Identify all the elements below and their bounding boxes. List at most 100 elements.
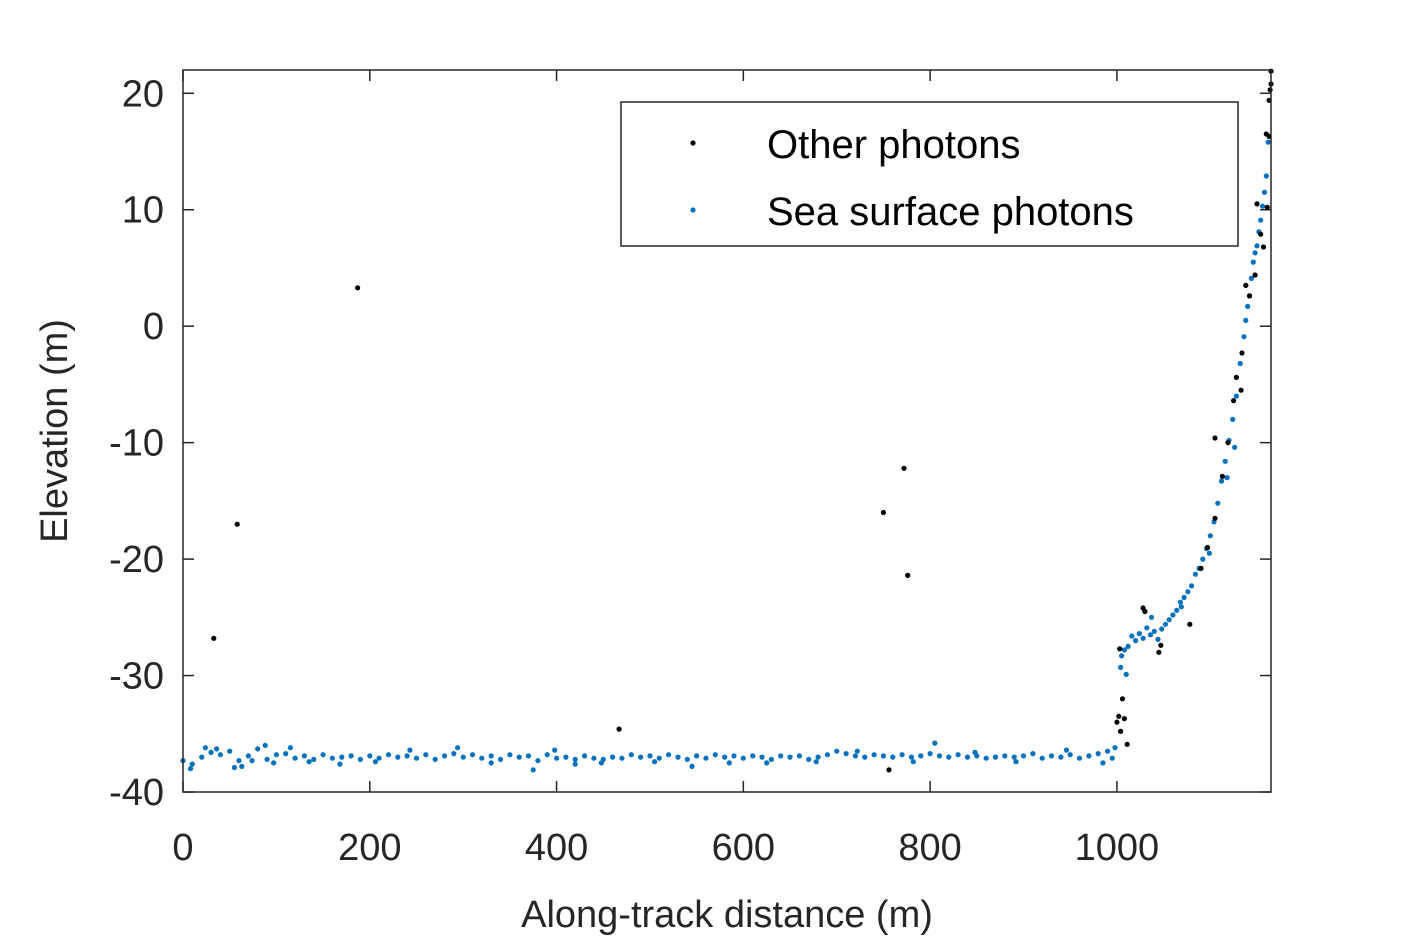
other-photon-point <box>1267 87 1273 93</box>
sea-surface-photon-point <box>227 748 233 754</box>
y-tick-label: 10 <box>122 190 164 232</box>
other-photon-point <box>1118 728 1124 735</box>
sea-surface-photon-point <box>239 763 245 770</box>
sea-surface-photon-point <box>1222 458 1228 464</box>
sea-surface-photon-point <box>927 751 933 757</box>
sea-surface-photon-point <box>306 759 312 765</box>
sea-surface-photon-point <box>1260 203 1266 209</box>
y-tick-label: -20 <box>109 539 164 581</box>
sea-surface-photon-point <box>647 753 653 759</box>
sea-surface-photon-point <box>740 755 746 761</box>
sea-surface-photon-point <box>806 756 812 763</box>
sea-surface-photon-point <box>871 752 877 758</box>
sea-surface-photon-point <box>712 752 718 758</box>
sea-surface-photon-point <box>1144 625 1150 631</box>
sea-surface-photon-point <box>1189 583 1195 589</box>
sea-surface-photon-point <box>918 753 924 759</box>
sea-surface-photon-point <box>1002 753 1008 759</box>
sea-surface-photon-point <box>1148 614 1155 620</box>
plot-box <box>182 69 1272 793</box>
sea-surface-photon-point <box>1140 635 1146 641</box>
sea-surface-photon-point <box>187 766 194 772</box>
sea-surface-photon-point <box>337 761 343 767</box>
x-tick-label: 0 <box>172 827 193 869</box>
sea-surface-photon-point <box>202 745 208 751</box>
sea-surface-photon-point <box>1030 751 1036 757</box>
sea-surface-photon-point <box>1020 753 1027 759</box>
sea-surface-photon-point <box>694 753 700 759</box>
sea-surface-photon-point <box>610 754 616 760</box>
y-tick-labels: -40 -30 -20 -10 0 10 20 <box>109 73 164 814</box>
sea-surface-photon-point <box>638 754 644 760</box>
sea-surface-photon-point <box>1151 628 1157 634</box>
sea-surface-photon-point <box>1129 633 1135 639</box>
sea-surface-photon-point <box>1076 755 1083 761</box>
sea-surface-photon-point <box>1133 638 1139 644</box>
other-photon-point <box>1198 565 1204 572</box>
sea-surface-photon-point <box>283 751 289 757</box>
data-points <box>180 68 1274 773</box>
sea-surface-photon-point <box>1174 607 1180 613</box>
sea-surface-photon-point <box>1200 556 1206 562</box>
sea-surface-photon-point <box>1123 671 1129 678</box>
other-photon-point <box>1225 440 1231 446</box>
sea-surface-photon-point <box>530 767 536 773</box>
sea-surface-photon-point <box>273 752 279 758</box>
x-axis-title: Along-track distance (m) <box>521 894 933 936</box>
sea-surface-photon-point <box>598 760 605 766</box>
sea-surface-photon-point <box>1192 571 1198 577</box>
sea-surface-photon-point <box>451 751 457 757</box>
x-tick-label: 800 <box>898 827 961 869</box>
sea-surface-photon-point <box>824 752 831 758</box>
sea-surface-photon-point <box>231 764 237 771</box>
sea-surface-photon-point <box>262 742 268 749</box>
sea-surface-photon-point <box>554 755 560 761</box>
sea-surface-photon-point <box>964 754 971 760</box>
sea-surface-photon-point <box>357 756 363 763</box>
sea-surface-photon-point <box>376 755 382 761</box>
other-photon-point <box>1158 642 1164 648</box>
sea-surface-photon-point <box>1218 478 1225 484</box>
other-photon-point <box>1212 435 1218 441</box>
sea-surface-photon-point <box>407 747 413 753</box>
sea-surface-photon-point <box>497 756 504 763</box>
sea-surface-photon-point <box>843 751 849 757</box>
sea-surface-photon-point <box>899 752 905 758</box>
sea-surface-photon-point <box>1112 745 1118 751</box>
sea-surface-photon-point <box>764 760 770 766</box>
sea-surface-photon-point <box>684 756 690 763</box>
sea-surface-photon-point <box>768 756 775 763</box>
other-photon-point <box>616 726 622 732</box>
other-photon-point <box>1204 544 1211 551</box>
sea-surface-photon-point <box>572 756 578 763</box>
sea-surface-photon-point <box>214 746 220 752</box>
other-photon-point <box>1212 515 1218 521</box>
sea-surface-photon-point <box>946 754 952 760</box>
other-photon-point <box>234 521 240 527</box>
sea-surface-photon-point <box>1118 664 1124 671</box>
sea-surface-photon-point <box>983 755 989 761</box>
sea-surface-photon-point <box>395 754 401 760</box>
sea-surface-photon-point <box>1181 594 1187 601</box>
other-photon-point <box>886 767 892 773</box>
sea-surface-photon-point <box>404 753 410 759</box>
sea-surface-photon-point <box>1241 334 1247 340</box>
other-photon-point <box>1187 621 1193 627</box>
sea-surface-photon-point <box>264 756 270 763</box>
sea-surface-photon-point <box>972 749 978 756</box>
sea-surface-photon-point <box>731 753 737 759</box>
sea-surface-photon-point <box>1207 533 1213 539</box>
x-tick-label: 200 <box>338 827 401 869</box>
x-tick-label: 400 <box>525 827 588 869</box>
sea-surface-photon-point <box>955 752 961 758</box>
other-photon-point <box>1219 473 1225 479</box>
sea-surface-photon-point <box>271 760 277 766</box>
tick-marks <box>182 70 1271 793</box>
other-photon-point <box>1114 719 1120 725</box>
y-tick-label: -30 <box>109 656 164 698</box>
sea-surface-photon-point <box>1248 275 1254 281</box>
sea-surface-photon-point <box>652 759 658 765</box>
legend-label-sea: Sea surface photons <box>767 190 1134 234</box>
sea-surface-photon-point <box>1237 360 1243 367</box>
